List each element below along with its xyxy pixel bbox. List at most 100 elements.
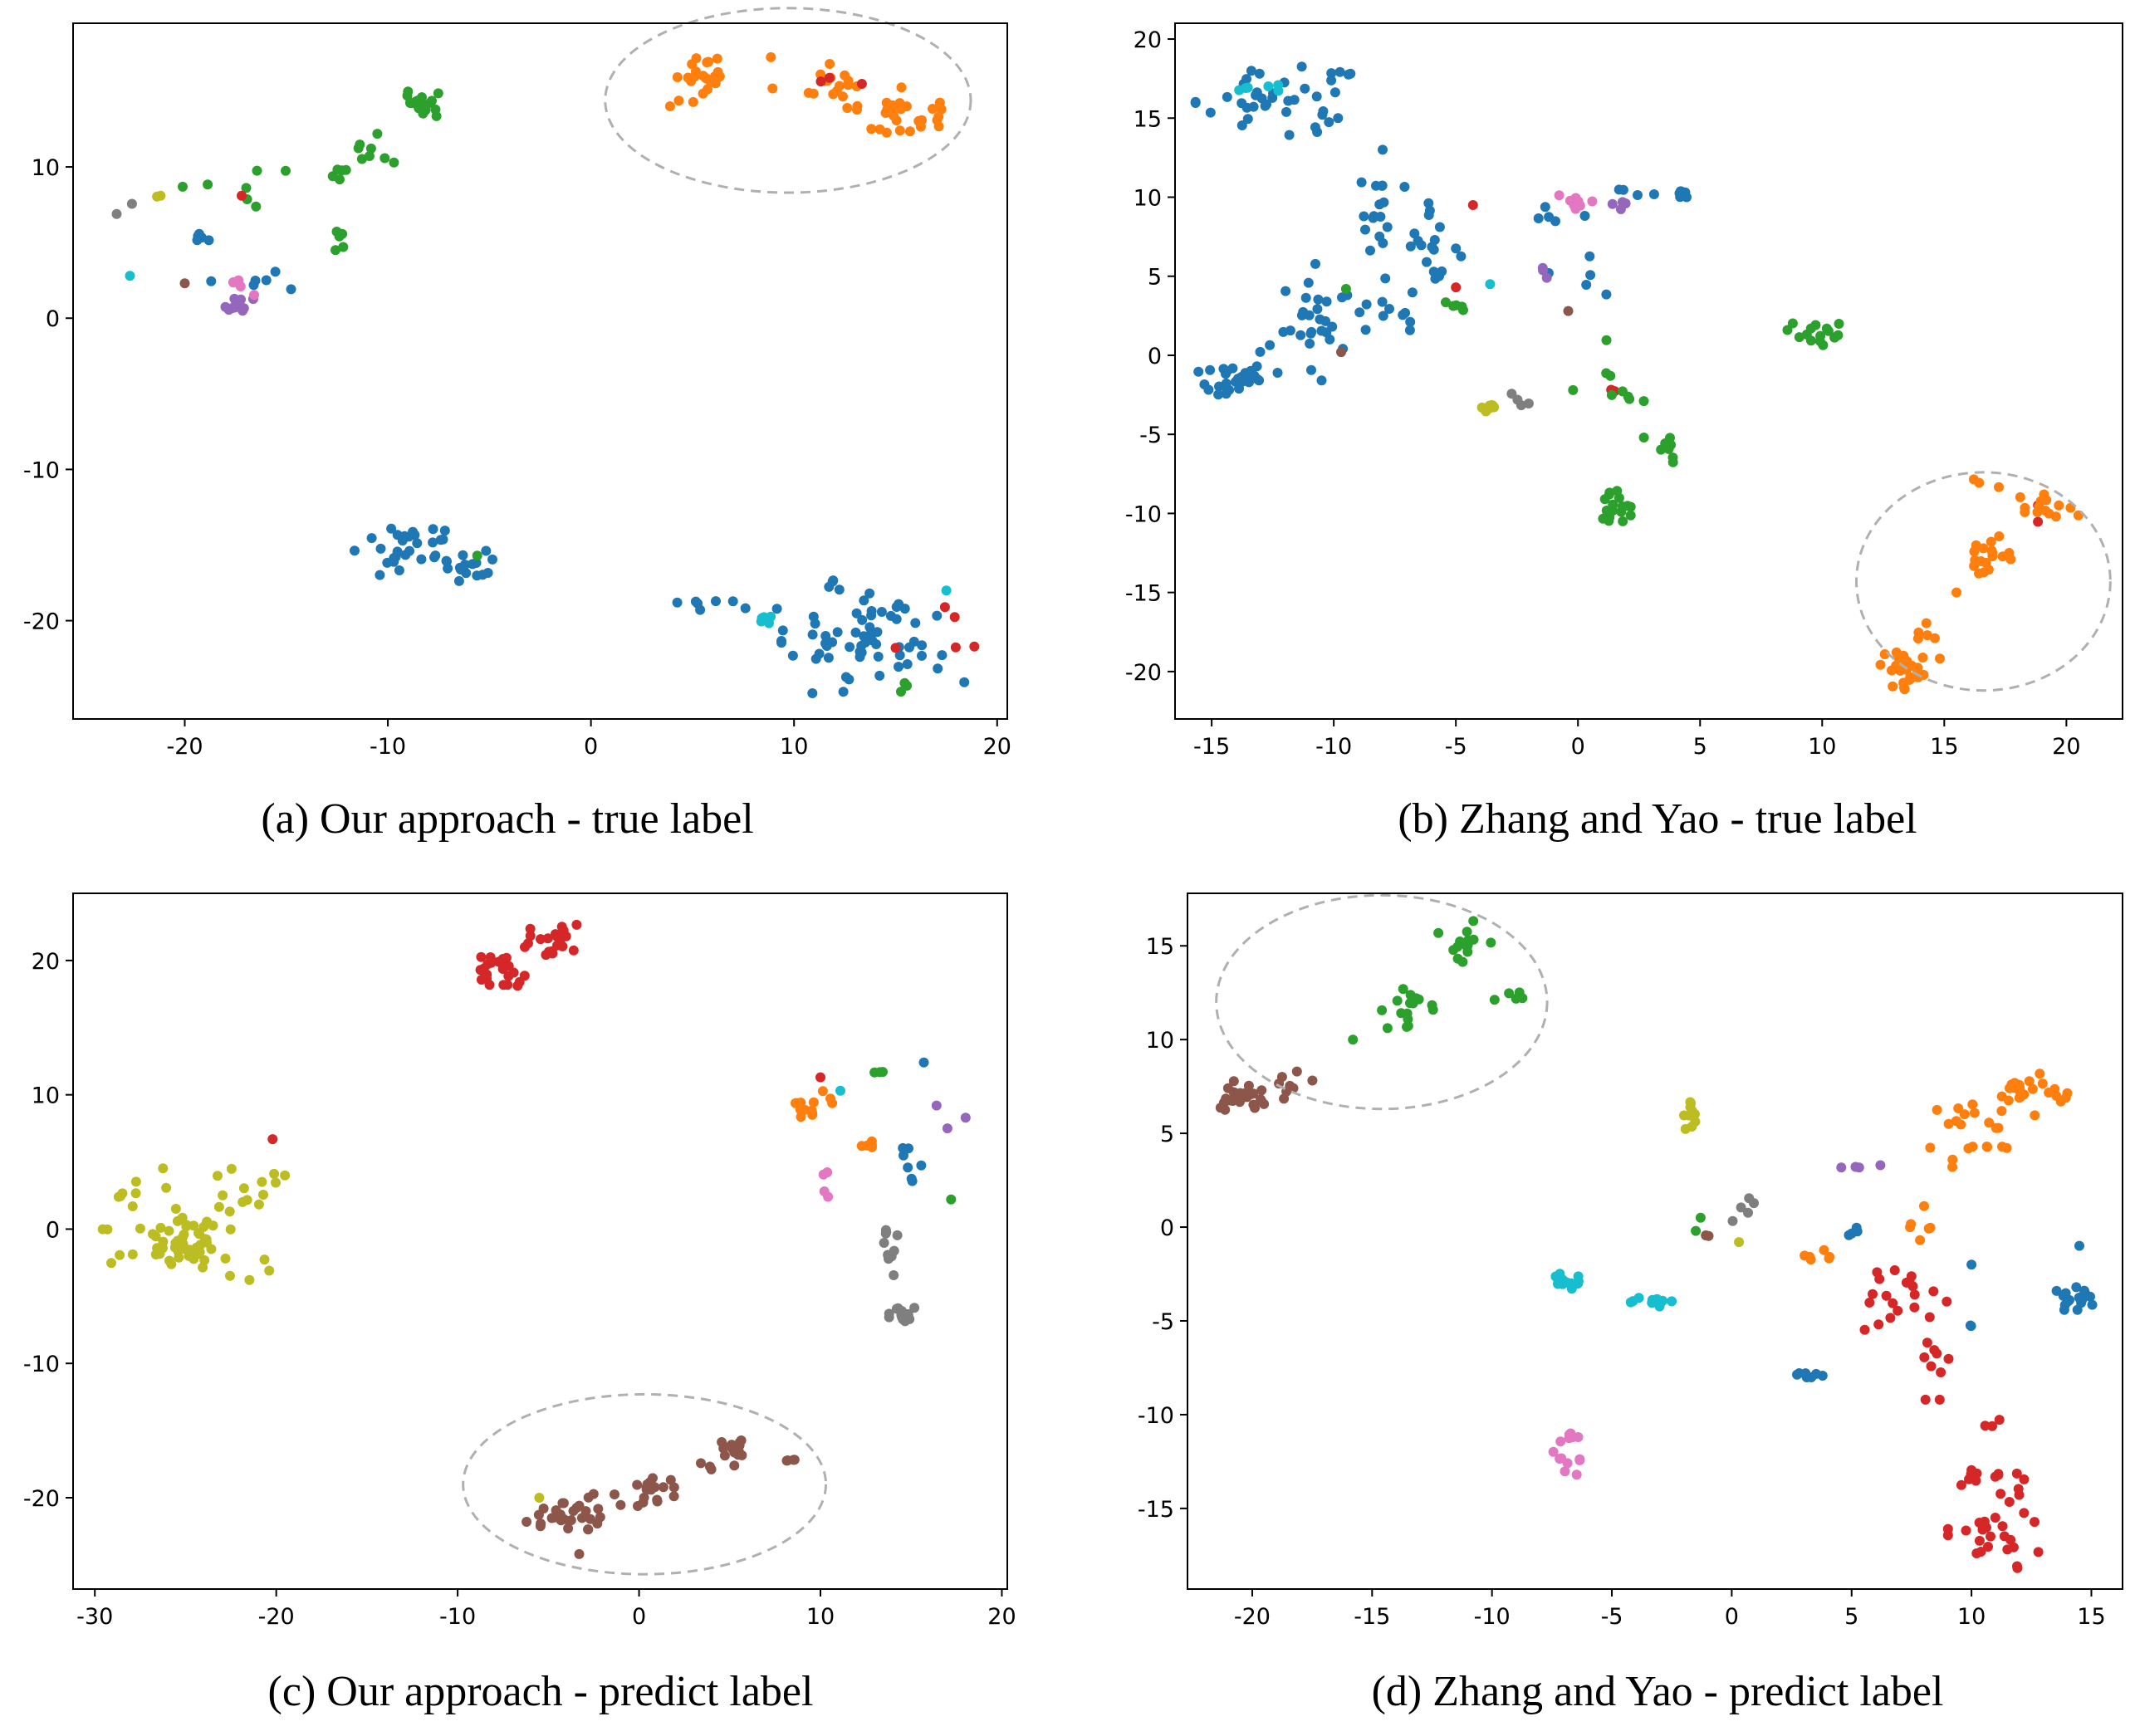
scatter-point [1222, 91, 1232, 102]
scatter-point [1912, 633, 1923, 644]
scatter-point [1997, 1521, 2008, 1532]
scatter-point [1568, 384, 1579, 395]
scatter-point [338, 242, 349, 252]
scatter-point [1925, 1142, 1936, 1153]
scatter-point [1633, 1293, 1644, 1303]
scatter-point [1984, 1117, 1995, 1128]
scatter-point [904, 642, 914, 653]
scatter-point [1850, 1161, 1861, 1172]
scatter-point [193, 228, 204, 239]
scatter-point [237, 190, 247, 201]
scatter-point [2004, 1497, 2015, 1507]
highlight-ellipse [604, 7, 972, 194]
scatter-point [1943, 1353, 1954, 1364]
scatter-point [1486, 937, 1496, 948]
scatter-point [1612, 486, 1623, 496]
scatter-point [1203, 384, 1214, 395]
scatter-point [252, 165, 262, 176]
scatter-point [1824, 1253, 1834, 1264]
scatter-point [817, 1086, 828, 1097]
scatter-point [126, 198, 137, 209]
scatter-point [1986, 1531, 1995, 1542]
scatter-point [1405, 990, 1416, 1000]
x-tick-label: -5 [1601, 1604, 1623, 1630]
scatter-point [1256, 1094, 1266, 1105]
scatter-point [228, 277, 238, 287]
scatter-point [1819, 1245, 1829, 1255]
scatter-point [803, 87, 814, 98]
scatter-point [941, 585, 952, 596]
scatter-point [1229, 1088, 1240, 1098]
scatter-point [1981, 557, 1991, 568]
scatter-point [702, 57, 712, 68]
scatter-point [1340, 284, 1351, 294]
scatter-point [1986, 536, 1996, 547]
scatter-point [1374, 231, 1385, 242]
x-tick-label: 10 [1808, 734, 1836, 760]
scatter-point [460, 560, 470, 570]
scatter-point [127, 1201, 138, 1211]
scatter-point [1325, 334, 1335, 345]
scatter-point [1942, 1296, 1952, 1307]
y-tick-label: 15 [1134, 106, 1162, 132]
scatter-point [1295, 330, 1306, 340]
scatter-point [852, 105, 862, 115]
scatter-point [2006, 1079, 2017, 1090]
scatter-point [580, 1506, 591, 1517]
scatter-point [1974, 1535, 1985, 1546]
scatter-point [202, 1237, 212, 1248]
scatter-point [226, 1163, 237, 1174]
x-tick-label: 10 [806, 1604, 835, 1630]
scatter-point [1236, 120, 1247, 130]
scatter-point [1481, 406, 1491, 417]
scatter-point [1607, 198, 1618, 209]
scatter-point [1930, 633, 1940, 643]
x-tick-label: -20 [166, 734, 203, 760]
scatter-point [2087, 1299, 2098, 1310]
scatter-point [664, 101, 675, 111]
scatter-point [557, 941, 568, 951]
scatter-point [1451, 282, 1462, 293]
scatter-point [928, 104, 938, 114]
scatter-point [1365, 245, 1375, 256]
x-tick-label: -10 [370, 734, 406, 760]
scatter-point [198, 1262, 208, 1273]
scatter-point [1893, 1305, 1903, 1316]
scatter-point [286, 284, 296, 295]
scatter-point [335, 174, 345, 185]
scatter-point [225, 1224, 236, 1235]
scatter-point [1249, 371, 1260, 382]
scatter-point [934, 97, 945, 108]
scatter-point [135, 1223, 145, 1234]
scatter-point [1541, 272, 1552, 283]
scatter-point [1906, 1271, 1917, 1282]
scatter-point [1382, 222, 1393, 232]
scatter-point [862, 1140, 873, 1151]
scatter-point [248, 280, 259, 291]
scatter-point [2019, 1508, 2030, 1518]
scatter-point [1888, 1298, 1898, 1308]
scatter-point [1333, 113, 1344, 124]
scatter-point [1452, 953, 1463, 964]
scatter-point [1555, 1436, 1566, 1447]
scatter-point [228, 302, 239, 313]
scatter-point [711, 596, 721, 607]
scatter-point [2041, 495, 2052, 506]
scatter-point [1821, 323, 1832, 334]
scatter-point [2019, 1474, 2030, 1484]
highlight-ellipse [1215, 893, 1549, 1111]
scatter-point [270, 267, 281, 277]
scatter-point [1468, 916, 1479, 927]
scatter-point [1917, 653, 1928, 663]
scatter-point [933, 663, 943, 674]
scatter-point [189, 1254, 199, 1264]
scatter-point [1581, 280, 1592, 290]
scatter-point [534, 1493, 545, 1503]
scatter-point [1485, 279, 1496, 290]
scatter-point [1427, 1000, 1437, 1010]
scatter-point [959, 677, 970, 687]
panel-a-points [111, 51, 980, 698]
scatter-point [1990, 1513, 2000, 1523]
y-tick-label: 10 [32, 155, 60, 181]
scatter-point [866, 610, 877, 621]
